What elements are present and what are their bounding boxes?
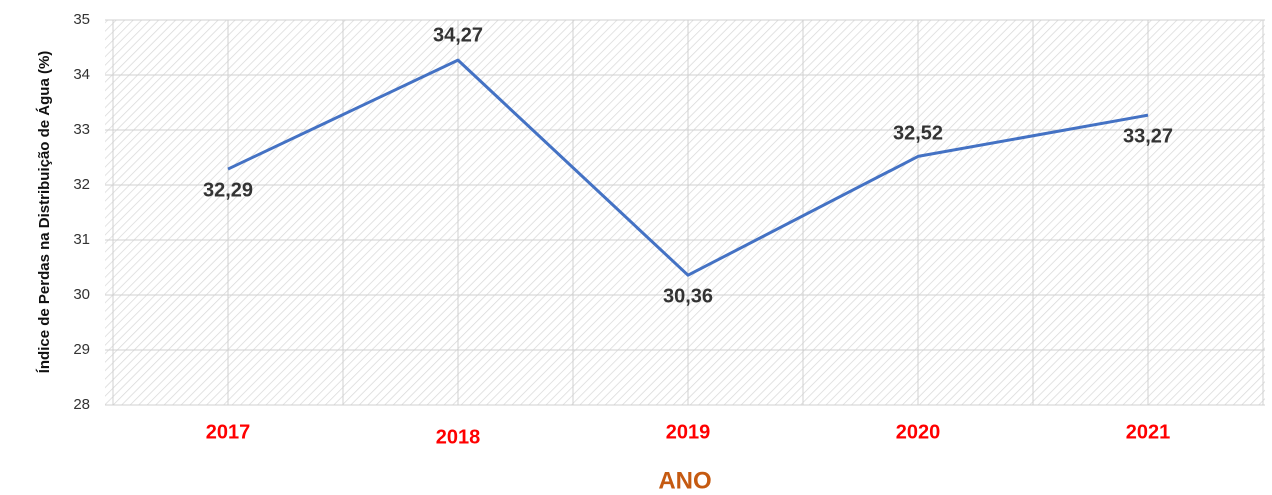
value-label: 34,27 — [433, 24, 483, 46]
value-label: 32,29 — [203, 179, 253, 201]
data-line — [227, 58, 1149, 277]
value-label: 33,27 — [1123, 125, 1173, 147]
x-tick-label: 2019 — [666, 421, 711, 443]
y-axis-label: Índice de Perdas na Distribuição de Água… — [36, 51, 53, 374]
y-tick-label: 34 — [73, 66, 90, 83]
y-tick-label: 32 — [73, 176, 90, 193]
y-tick-label: 35 — [73, 11, 90, 28]
y-tick-label: 33 — [73, 121, 90, 138]
x-tick-label: 2018 — [436, 426, 481, 448]
value-label: 32,52 — [893, 123, 943, 145]
y-tick-label: 29 — [73, 341, 90, 358]
y-tick-label: 28 — [73, 396, 90, 413]
x-tick-label: 2020 — [896, 421, 941, 443]
x-tick-label: 2021 — [1126, 421, 1171, 443]
x-tick-label: 2017 — [206, 421, 251, 443]
plot-background — [105, 20, 1265, 405]
y-tick-label: 30 — [73, 286, 90, 303]
x-axis-label: ANO — [658, 467, 711, 494]
value-label: 30,36 — [663, 285, 713, 307]
y-tick-label: 31 — [73, 231, 90, 248]
